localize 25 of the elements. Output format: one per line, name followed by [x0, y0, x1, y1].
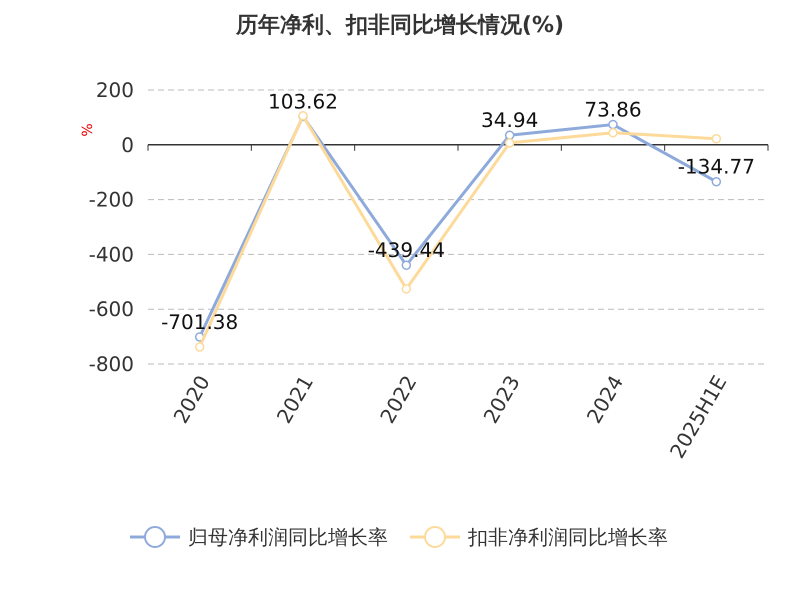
y-axis-title: %: [80, 123, 96, 137]
point: [608, 128, 618, 138]
y-tick-label: 0: [121, 132, 134, 157]
data-label: -134.77: [678, 154, 755, 179]
point: [194, 342, 204, 352]
data-label: -439.44: [368, 238, 445, 262]
y-tick-label: 200: [96, 78, 134, 102]
legend-label: 归母净利润同比增长率: [188, 525, 388, 549]
data-label: 34.94: [481, 108, 538, 132]
point: [402, 284, 412, 294]
y-tick-label: -200: [88, 188, 134, 212]
data-label: 103.62: [268, 89, 338, 114]
point: [712, 176, 722, 186]
y-tick-label: -600: [88, 297, 134, 322]
y-tick-label: -400: [88, 242, 134, 266]
point: [402, 260, 412, 270]
legend-label: 扣非净利润同比增长率: [467, 525, 668, 549]
point: [712, 134, 722, 144]
data-label: 73.86: [584, 98, 642, 122]
point: [608, 120, 618, 130]
data-label: -701.38: [161, 310, 238, 334]
chart-title: 历年净利、扣非同比增长情况(%): [234, 13, 564, 38]
point: [504, 138, 514, 148]
y-tick-label: -800: [88, 352, 134, 376]
point: [504, 130, 514, 140]
